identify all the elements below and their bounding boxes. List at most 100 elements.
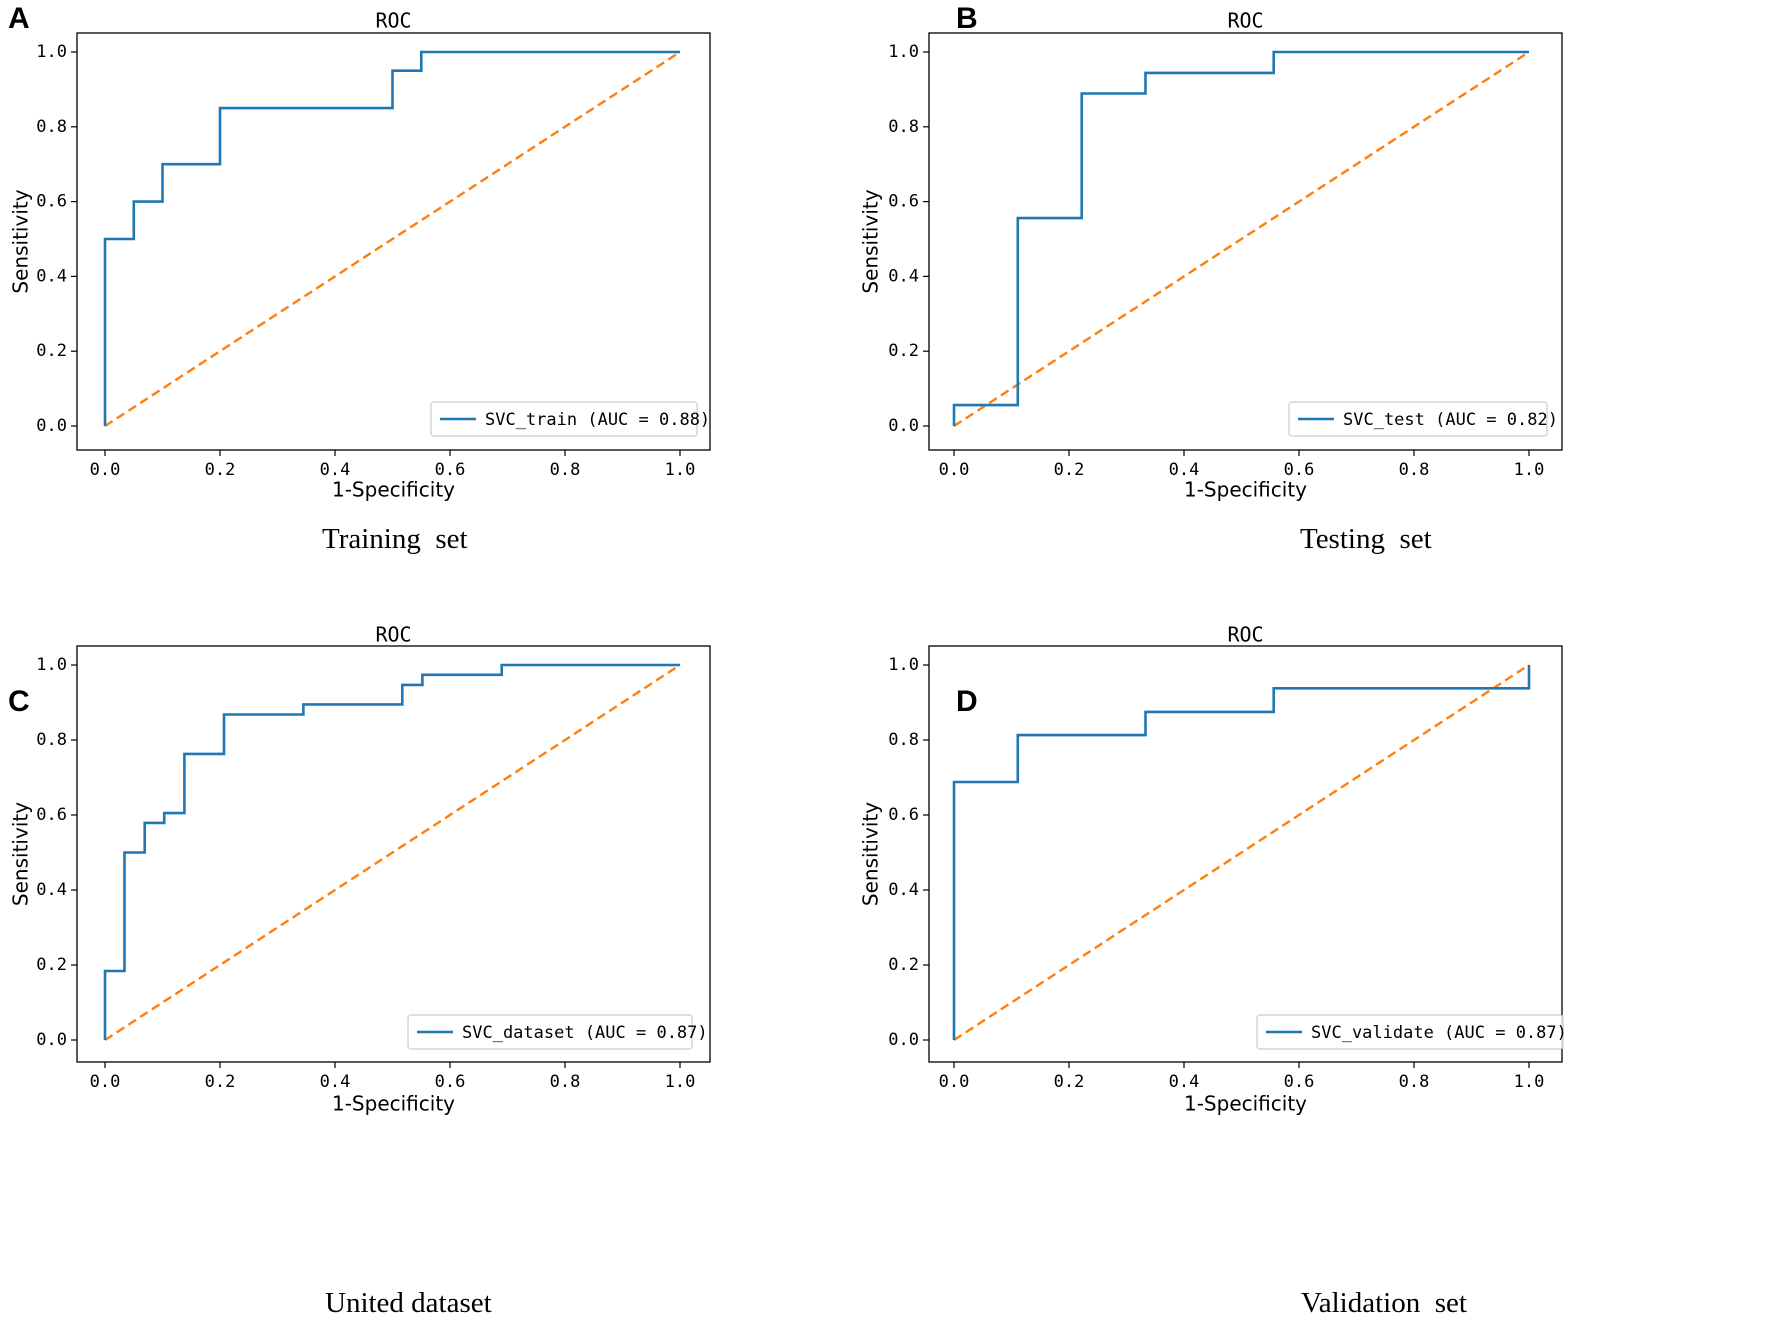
panel-letter: A xyxy=(8,2,30,35)
x-tick-label: 0.8 xyxy=(1399,1072,1430,1092)
chart-title: ROC xyxy=(1227,9,1263,33)
y-axis-label: Sensitivity xyxy=(859,802,883,906)
x-tick-label: 1.0 xyxy=(665,460,696,480)
roc-plot-testing: ROC 0.0 0.2 0.4 0.6 0.8 1.0 0.0 0.2 0.4 0.6 0.8 1.0 1… xyxy=(859,9,1563,502)
chance-diagonal-line xyxy=(953,50,1530,428)
y-axis-label: Sensitivity xyxy=(9,189,33,293)
legend-label: SVC_dataset (AUC = 0.87) xyxy=(462,1023,708,1043)
roc-curve-line xyxy=(952,665,1531,1040)
chart-group: ROC 0.0 0.2 0.4 0.6 0.8 1.0 0.0 0.2 0.4 0.6 0.8 1.0 1… xyxy=(9,9,711,502)
y-tick-label: 0.8 xyxy=(36,730,67,750)
y-tick-label: 0.6 xyxy=(36,192,67,212)
x-tick-label: 0.4 xyxy=(1169,1072,1200,1092)
y-tick-label: 0.4 xyxy=(36,266,67,286)
roc-plot-training: ROC 0.0 0.2 0.4 0.6 0.8 1.0 0.0 0.2 0.4 0.6 0.8 1.0 1… xyxy=(9,9,711,502)
x-tick-label: 0.6 xyxy=(1284,460,1315,480)
axes-frame xyxy=(928,32,1563,451)
y-tick-label: 0.0 xyxy=(888,416,919,436)
y-tick-label: 1.0 xyxy=(36,42,67,62)
x-tick-label: 0.0 xyxy=(90,460,121,480)
y-tick-label: 0.4 xyxy=(36,880,67,900)
axes-frame xyxy=(928,645,1563,1063)
legend-box xyxy=(1256,1014,1564,1050)
chance-diagonal-line xyxy=(104,50,681,428)
y-tick-label: 0.4 xyxy=(888,880,919,900)
x-axis-label: 1-Specificity xyxy=(1184,478,1307,502)
panel-training: A ROC 0.0 0.2 0.4 0.6 0.8 1.0 0.0 0.2 0.4 0.6 0.8 1.… xyxy=(0,0,886,661)
legend-label: SVC_validate (AUC = 0.87) xyxy=(1311,1023,1567,1043)
y-tick-label: 0.0 xyxy=(36,1030,67,1050)
roc-curve-line xyxy=(952,50,1529,426)
legend-box xyxy=(430,401,698,437)
legend-box xyxy=(407,1014,693,1050)
panel-caption: Testing set xyxy=(1300,523,1432,555)
y-tick-label: 0.8 xyxy=(888,730,919,750)
roc-curve-line xyxy=(103,50,680,426)
x-tick-label: 0.6 xyxy=(435,1072,466,1092)
y-tick-label: 0.0 xyxy=(36,416,67,436)
panel-validation: D ROC 0.0 0.2 0.4 0.6 0.8 1.0 0.0 0.2 0.4 0.6 0.8 1.… xyxy=(859,623,1772,1322)
panel-letter: C xyxy=(8,685,30,718)
y-tick-label: 0.6 xyxy=(888,805,919,825)
x-tick-label: 1.0 xyxy=(1514,1072,1545,1092)
legend-label: SVC_train (AUC = 0.88) xyxy=(485,410,710,430)
panel-caption: United dataset xyxy=(325,1287,492,1319)
y-tick-label: 1.0 xyxy=(888,42,919,62)
y-tick-label: 0.2 xyxy=(888,341,919,361)
y-tick-label: 0.0 xyxy=(888,1030,919,1050)
chance-diagonal-line xyxy=(953,663,1530,1042)
x-tick-label: 1.0 xyxy=(665,1072,696,1092)
x-axis-label: 1-Specificity xyxy=(332,478,455,502)
y-tick-label: 0.2 xyxy=(36,955,67,975)
roc-plot-validation: ROC 0.0 0.2 0.4 0.6 0.8 1.0 0.0 0.2 0.4 0.6 0.8 1.0 1… xyxy=(859,623,1567,1116)
y-tick-label: 1.0 xyxy=(888,655,919,675)
x-tick-label: 0.8 xyxy=(1399,460,1430,480)
roc-curve-line xyxy=(103,663,680,1040)
x-tick-label: 0.0 xyxy=(939,1072,970,1092)
y-axis-label: Sensitivity xyxy=(859,189,883,293)
x-tick-label: 0.0 xyxy=(939,460,970,480)
x-tick-label: 0.8 xyxy=(550,460,581,480)
y-tick-label: 0.6 xyxy=(888,192,919,212)
x-tick-label: 0.2 xyxy=(205,1072,236,1092)
chart-group: ROC 0.0 0.2 0.4 0.6 0.8 1.0 0.0 0.2 0.4 0.6 0.8 1.0 1… xyxy=(859,623,1567,1116)
y-tick-label: 0.4 xyxy=(888,266,919,286)
chart-title: ROC xyxy=(375,9,411,33)
y-axis-label: Sensitivity xyxy=(9,802,33,906)
x-tick-label: 0.6 xyxy=(1284,1072,1315,1092)
x-tick-label: 0.0 xyxy=(90,1072,121,1092)
chart-group: ROC 0.0 0.2 0.4 0.6 0.8 1.0 0.0 0.2 0.4 0.6 0.8 1.0 1… xyxy=(859,9,1563,502)
x-tick-label: 0.4 xyxy=(1169,460,1200,480)
y-tick-label: 0.8 xyxy=(888,117,919,137)
axes-frame xyxy=(76,32,711,451)
chart-title: ROC xyxy=(375,623,411,647)
panel-caption: Validation set xyxy=(1301,1287,1467,1319)
x-tick-label: 1.0 xyxy=(1514,460,1545,480)
axes-frame xyxy=(76,645,711,1063)
chart-title: ROC xyxy=(1227,623,1263,647)
y-tick-label: 0.2 xyxy=(888,955,919,975)
x-tick-label: 0.2 xyxy=(1054,460,1085,480)
legend-label: SVC_test (AUC = 0.82) xyxy=(1343,410,1558,430)
roc-plot-united: ROC 0.0 0.2 0.4 0.6 0.8 1.0 0.0 0.2 0.4 0.6 0.8 1.0 1… xyxy=(9,623,711,1116)
legend-box xyxy=(1288,401,1548,437)
y-tick-label: 0.6 xyxy=(36,805,67,825)
y-tick-label: 1.0 xyxy=(36,655,67,675)
x-tick-label: 0.4 xyxy=(320,1072,351,1092)
x-axis-label: 1-Specificity xyxy=(1184,1092,1307,1116)
panel-caption: Training set xyxy=(322,523,468,555)
panel-letter: B xyxy=(956,2,978,35)
chart-group: ROC 0.0 0.2 0.4 0.6 0.8 1.0 0.0 0.2 0.4 0.6 0.8 1.0 1… xyxy=(9,623,711,1116)
x-tick-label: 0.4 xyxy=(320,460,351,480)
x-tick-label: 0.2 xyxy=(205,460,236,480)
y-tick-label: 0.8 xyxy=(36,117,67,137)
x-tick-label: 0.2 xyxy=(1054,1072,1085,1092)
chance-diagonal-line xyxy=(104,663,681,1042)
y-tick-label: 0.2 xyxy=(36,341,67,361)
x-axis-label: 1-Specificity xyxy=(332,1092,455,1116)
panel-testing: B ROC 0.0 0.2 0.4 0.6 0.8 1.0 0.0 0.2 0.4 0.6 0.8 1.… xyxy=(859,0,1772,661)
x-tick-label: 0.8 xyxy=(550,1072,581,1092)
panel-letter: D xyxy=(956,685,978,718)
panel-united: C ROC 0.0 0.2 0.4 0.6 0.8 1.0 0.0 0.2 0.4 0.6 0.8 1.… xyxy=(0,623,886,1322)
